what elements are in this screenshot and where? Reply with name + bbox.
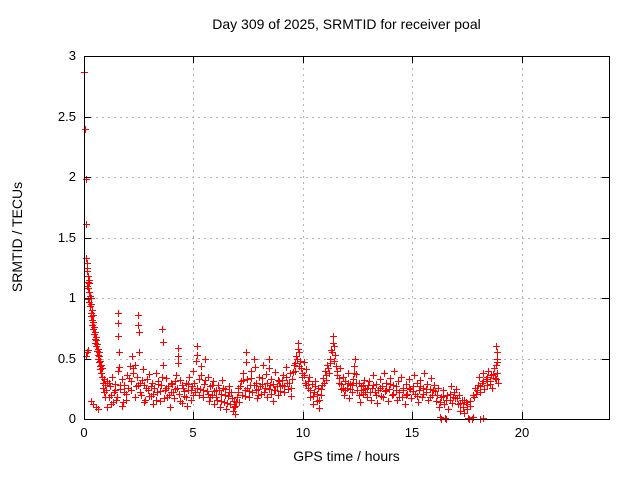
chart-title: Day 309 of 2025, SRMTID for receiver poa…: [212, 16, 481, 32]
y-tick-label: 0.5: [57, 351, 76, 366]
x-tick-label: 20: [514, 425, 530, 440]
y-tick-label: 1: [68, 290, 76, 305]
y-tick-label: 0: [68, 411, 76, 426]
y-tick-label: 1.5: [57, 230, 76, 245]
y-tick-label: 2: [68, 169, 76, 184]
x-axis-label: GPS time / hours: [293, 448, 400, 464]
x-tick-label: 5: [189, 425, 197, 440]
y-tick-label: 2.5: [57, 109, 76, 124]
x-tick-label: 10: [295, 425, 311, 440]
x-tick-label: 0: [80, 425, 88, 440]
x-tick-label: 15: [404, 425, 420, 440]
y-tick-label: 3: [68, 48, 76, 63]
scatter-series: [81, 69, 502, 423]
